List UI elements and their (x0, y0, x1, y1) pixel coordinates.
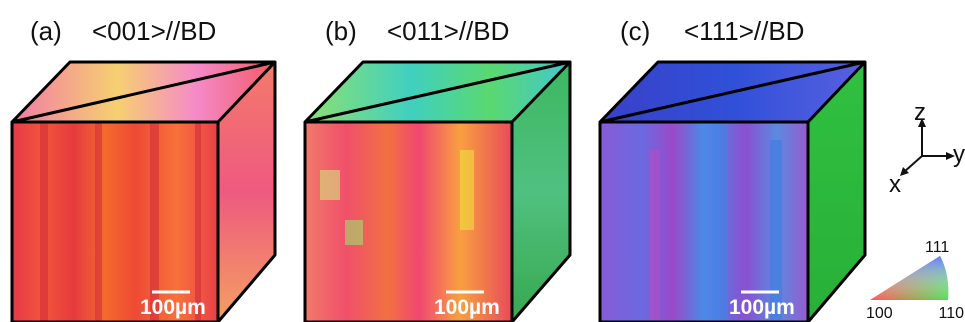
scale-bar-label: 100µm (140, 296, 206, 319)
legend-label: 110 (938, 305, 964, 322)
legend-label: 100 (866, 305, 893, 322)
panel-label: (c) (620, 16, 650, 46)
scale-bar-label: 100µm (434, 296, 500, 319)
legend-label: 111 (925, 239, 949, 256)
cube-b (305, 62, 570, 322)
cube-c (600, 62, 865, 322)
panel-title: <011>//BD (387, 16, 509, 46)
axis-label: x (889, 171, 901, 198)
panel-title: <111>//BD (684, 16, 804, 46)
axis-label: y (953, 141, 965, 168)
axis-label: z (914, 99, 926, 126)
panel-label: (a) (30, 16, 62, 46)
ipf-legend (870, 256, 948, 300)
panel-title: <001>//BD (92, 16, 216, 46)
cube-a (12, 62, 275, 322)
axes-icon (904, 124, 950, 172)
panel-label: (b) (325, 16, 357, 46)
figure: (a) <001>//BD (b) <011>//BD (c) <111>//B… (0, 0, 965, 322)
scale-bar-label: 100µm (729, 296, 795, 319)
